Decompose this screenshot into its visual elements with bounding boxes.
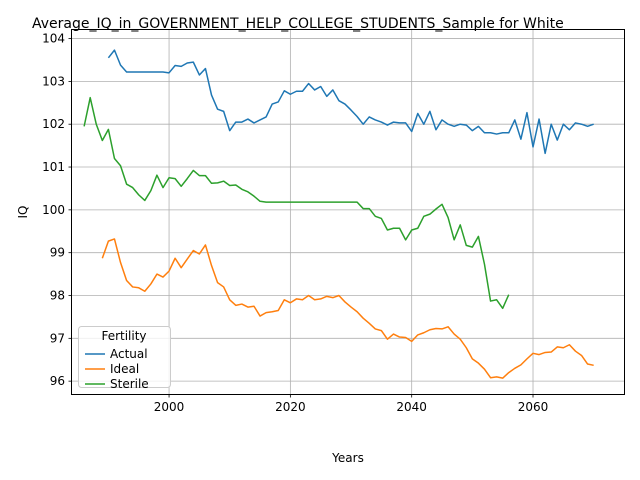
y-axis-label: IQ (16, 206, 30, 219)
x-tick-label: 2020 (275, 400, 306, 414)
y-tick-label: 98 (50, 289, 65, 303)
y-tick-label: 104 (42, 32, 65, 46)
series-line-sterile (83, 96, 510, 310)
x-tick-label: 2060 (518, 400, 549, 414)
legend-box (78, 326, 171, 388)
y-tick-label: 97 (50, 331, 65, 345)
y-tick-label: 100 (42, 203, 65, 217)
legend-label-sterile: Sterile (110, 377, 149, 391)
series-line-actual (107, 49, 594, 155)
y-tick-label: 96 (50, 374, 65, 388)
axis-ticks: 2000 2020 2040 2060 96 97 98 99 100 101 102 103 104 (42, 32, 548, 414)
y-tick-label: 103 (42, 74, 65, 88)
y-tick-label: 99 (50, 246, 65, 260)
plot-frame (71, 29, 625, 395)
y-tick-label: 101 (42, 160, 65, 174)
x-axis-label: Years (331, 451, 364, 465)
legend-title: Fertility (101, 329, 146, 343)
grid (72, 30, 624, 394)
chart-title: Average_IQ_in_GOVERNMENT_HELP_COLLEGE_ST… (32, 16, 564, 32)
legend-label-actual: Actual (110, 347, 148, 361)
series-line-ideal (101, 238, 594, 379)
legend-label-ideal: Ideal (110, 362, 139, 376)
y-tick-label: 102 (42, 117, 65, 131)
x-tick-label: 2040 (396, 400, 427, 414)
series-lines (83, 49, 594, 379)
x-tick-label: 2000 (154, 400, 185, 414)
